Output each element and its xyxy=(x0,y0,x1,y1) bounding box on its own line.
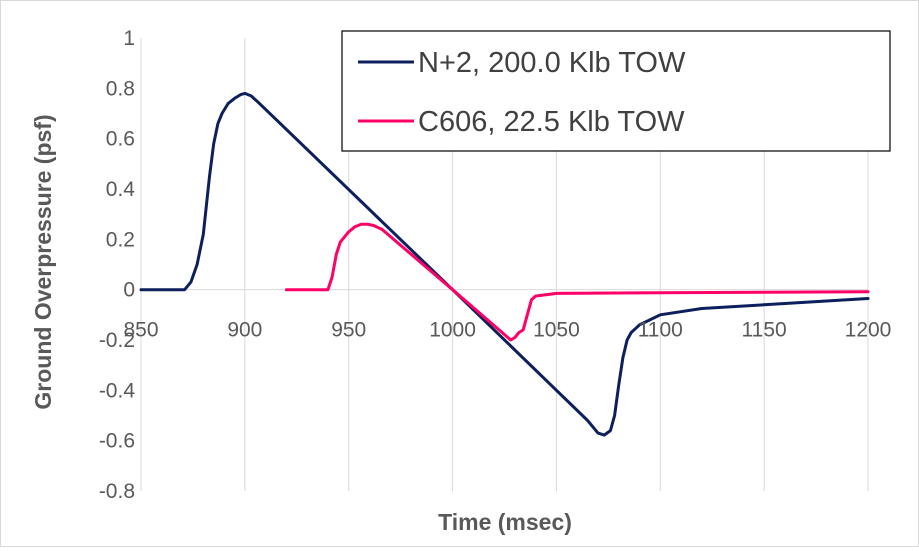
y-tick-label: -0.4 xyxy=(99,379,136,402)
y-tick-label: 1 xyxy=(123,27,135,50)
x-tick-label: 1150 xyxy=(742,319,787,342)
series-line-c606 xyxy=(284,222,870,342)
y-tick-label: -0.8 xyxy=(99,480,135,503)
x-tick-label: 900 xyxy=(227,319,262,342)
x-tick-label: 1000 xyxy=(429,319,476,342)
x-tick-label: 1100 xyxy=(638,319,683,342)
x-axis-title: Time (msec) xyxy=(438,509,572,535)
series-lines xyxy=(139,91,870,437)
y-tick-label: 0.2 xyxy=(106,228,135,251)
x-tick-label: 850 xyxy=(123,319,158,342)
tick-labels: -0.8 -0.6 -0.4 -0.2 0 0.2 0.4 0.6 0.8 1 850 900 950 1… xyxy=(99,27,892,503)
legend-label-c606: C606, 22.5 Klb TOW xyxy=(418,106,685,138)
x-tick-label: 950 xyxy=(331,319,366,342)
y-tick-label: 0.8 xyxy=(106,77,135,100)
y-tick-label: 0.4 xyxy=(106,178,136,201)
x-tick-label: 1050 xyxy=(533,319,580,342)
legend-box xyxy=(341,30,891,152)
y-tick-label: 0.6 xyxy=(106,128,135,151)
y-axis-title: Ground Overpressure (psf) xyxy=(30,114,56,409)
y-tick-label: 0 xyxy=(123,279,135,302)
y-tick-label: -0.6 xyxy=(99,430,135,453)
legend-label-n2: N+2, 200.0 Klb TOW xyxy=(418,47,686,79)
x-tick-label: 1200 xyxy=(845,319,892,342)
legend: N+2, 200.0 Klb TOW C606, 22.5 Klb TOW xyxy=(341,30,891,152)
series-line-n2 xyxy=(139,91,870,437)
y-tick-label: -0.2 xyxy=(99,329,135,352)
